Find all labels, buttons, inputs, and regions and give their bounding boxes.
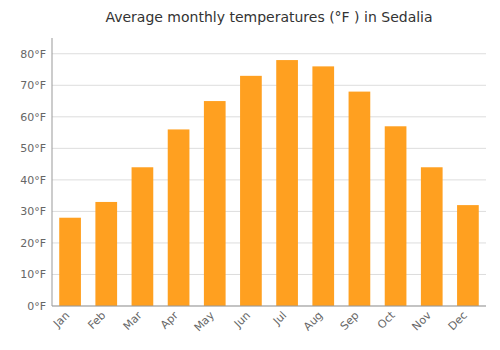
bar <box>240 76 262 306</box>
bar <box>276 60 298 306</box>
x-tick-label: Jul <box>270 309 289 328</box>
x-tick-label: May <box>192 309 218 335</box>
bar <box>349 92 371 306</box>
bar <box>132 167 154 306</box>
x-tick-label: Nov <box>409 309 434 334</box>
y-tick-label: 50°F <box>20 142 46 155</box>
bar <box>59 218 81 306</box>
y-tick-label: 30°F <box>20 205 46 218</box>
x-tick-label: Jan <box>50 309 72 331</box>
grid-line <box>52 148 486 149</box>
x-tick-label: Oct <box>375 308 398 331</box>
x-tick-label: Mar <box>121 309 145 333</box>
y-tick-label: 40°F <box>20 174 46 187</box>
bar <box>421 167 443 306</box>
x-tick-label: Feb <box>85 309 108 332</box>
bar <box>204 101 226 306</box>
x-tick-label: Jun <box>231 309 253 331</box>
y-tick-label: 20°F <box>20 237 46 250</box>
x-tick-label: Dec <box>446 309 470 333</box>
y-tick-label: 0°F <box>27 300 46 313</box>
chart-container: Average monthly temperatures (°F ) in Se… <box>0 0 500 350</box>
y-tick-label: 60°F <box>20 111 46 124</box>
bars <box>59 60 479 306</box>
bar <box>95 202 117 306</box>
grid-line <box>52 85 486 86</box>
x-axis-line <box>52 306 486 307</box>
bar <box>457 205 479 306</box>
y-axis-line <box>52 38 53 306</box>
bar <box>168 129 190 306</box>
grid-line <box>52 116 486 117</box>
chart-title: Average monthly temperatures (°F ) in Se… <box>105 9 432 25</box>
bar <box>312 66 334 306</box>
x-tick-label: Aug <box>301 309 325 333</box>
y-tick-label: 80°F <box>20 48 46 61</box>
chart-svg: Average monthly temperatures (°F ) in Se… <box>0 0 500 350</box>
grid <box>52 54 486 306</box>
y-tick-label: 70°F <box>20 79 46 92</box>
grid-line <box>52 306 486 307</box>
y-tick-label: 10°F <box>20 268 46 281</box>
grid-line <box>52 53 486 54</box>
x-tick-label: Sep <box>338 309 362 333</box>
x-tick-label: Apr <box>158 309 181 332</box>
bar <box>385 126 407 306</box>
